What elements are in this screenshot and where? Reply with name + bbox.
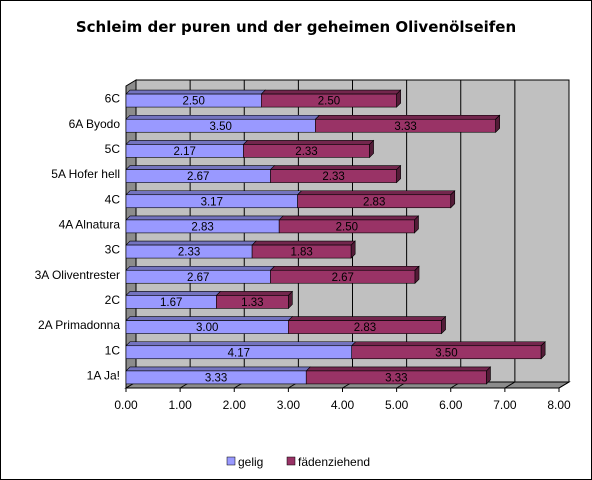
bar-top-fädenziehend — [305, 366, 492, 372]
bar-top-fädenziehend — [269, 265, 420, 271]
x-tick-label: 4.00 — [331, 398, 355, 412]
bar-top-fädenziehend — [242, 140, 375, 145]
x-tick-label: 6.00 — [439, 398, 463, 412]
x-tick-label: 5.00 — [385, 398, 409, 412]
bar-end-fädenziehend — [495, 114, 500, 133]
legend-swatch-gelig — [226, 456, 236, 466]
bar-end-fädenziehend — [396, 89, 401, 108]
data-label: 4.17 — [228, 347, 250, 359]
x-tick-label: 0.00 — [114, 398, 138, 412]
category-label: 4C — [105, 192, 121, 206]
x-tick-label: 2.00 — [223, 398, 247, 412]
bar-top-gelig — [125, 165, 276, 170]
data-label: 2.33 — [322, 171, 344, 183]
data-label: 2.83 — [354, 322, 376, 334]
bar-top-gelig — [125, 215, 284, 221]
data-label: 2.67 — [187, 272, 209, 284]
bar-end-fädenziehend — [369, 139, 374, 159]
bar-end-fädenziehend — [486, 366, 491, 385]
chart-title: Schleim der puren und der geheimen Olive… — [76, 18, 516, 36]
data-label: 2.67 — [187, 171, 209, 183]
legend-swatch-fädenziehend — [286, 456, 296, 466]
bar-end-fädenziehend — [450, 190, 456, 209]
data-label: 2.50 — [182, 96, 204, 108]
category-label: 1A Ja! — [87, 368, 120, 382]
bar-end-fädenziehend — [414, 215, 419, 234]
data-label: 1.67 — [160, 297, 182, 309]
bar-end-fädenziehend — [396, 164, 401, 184]
bars: 3.33 3.33 4.17 3.50 3.00 2.83 1.67 1.33 2.67 2.67… — [125, 89, 546, 385]
x-tick-labels: 0.00 1.00 2.00 3.00 4.00 5.00 6.00 7.00 8.00 — [114, 398, 571, 412]
category-label: 4A Alnatura — [59, 217, 121, 231]
category-label: 1C — [105, 343, 121, 357]
category-label: 6C — [105, 92, 121, 106]
x-tick-label: 7.00 — [493, 398, 517, 412]
data-label: 1.83 — [290, 247, 312, 259]
data-label: 3.00 — [196, 322, 218, 334]
data-label: 3.50 — [435, 347, 457, 359]
bar-top-fädenziehend — [215, 291, 294, 296]
x-tick-label: 1.00 — [168, 398, 192, 412]
data-label: 3.33 — [385, 372, 407, 384]
category-label: 3C — [105, 243, 121, 257]
bar-top-gelig — [125, 316, 294, 321]
bar-top-fädenziehend — [251, 240, 356, 246]
bar-top-gelig — [125, 240, 257, 246]
gridline-floor — [558, 381, 570, 389]
bar-top-gelig — [125, 366, 311, 372]
bar-top-fädenziehend — [350, 341, 546, 347]
bar-top-gelig — [125, 190, 303, 196]
data-label: 2.50 — [336, 221, 358, 233]
bar-top-fädenziehend — [278, 215, 420, 221]
category-label: 5A Hofer hell — [51, 167, 120, 181]
legend-label: gelig — [238, 455, 263, 469]
category-label: 2C — [105, 293, 121, 307]
bar-top-fädenziehend — [296, 190, 456, 196]
category-label: 6A Byodo — [69, 117, 121, 131]
bar-top-fädenziehend — [287, 316, 447, 321]
legend-label: fädenziehend — [298, 455, 370, 469]
category-label: 2A Primadonna — [38, 318, 120, 332]
x-tick-label: 3.00 — [277, 398, 301, 412]
data-label: 2.83 — [363, 196, 385, 208]
data-label: 2.83 — [191, 221, 213, 233]
data-label: 3.33 — [205, 372, 227, 384]
bar-top-gelig — [125, 265, 276, 271]
bar-top-gelig — [125, 140, 249, 145]
bar-end-fädenziehend — [540, 341, 546, 360]
x-tick-label: 8.00 — [547, 398, 571, 412]
bar-top-fädenziehend — [260, 89, 402, 95]
data-label: 3.50 — [210, 121, 232, 133]
data-label: 2.17 — [174, 146, 196, 158]
data-label: 2.50 — [318, 96, 340, 108]
category-label: 3A Oliventrester — [35, 268, 120, 282]
bar-end-fädenziehend — [350, 240, 356, 259]
category-label: 5C — [105, 142, 121, 156]
bar-top-gelig — [125, 114, 321, 120]
category-labels: 1A Ja! 1C 2A Primadonna 2C 3A Oliventrester 3… — [35, 92, 121, 383]
legend: gelig fädenziehend — [226, 455, 370, 469]
data-label: 2.33 — [295, 146, 317, 158]
bar-end-fädenziehend — [441, 315, 446, 335]
bar-end-fädenziehend — [414, 265, 420, 284]
bar-top-gelig — [125, 89, 267, 95]
bar-top-gelig — [125, 341, 357, 347]
data-label: 2.33 — [178, 247, 200, 259]
data-label: 1.33 — [241, 297, 263, 309]
gridline-floor — [504, 381, 516, 389]
bar-top-fädenziehend — [269, 165, 402, 170]
bar-end-fädenziehend — [288, 290, 293, 310]
bar-top-fädenziehend — [314, 114, 501, 120]
data-label: 3.33 — [394, 121, 416, 133]
data-label: 2.67 — [332, 272, 354, 284]
data-label: 3.17 — [201, 196, 223, 208]
bar-top-gelig — [125, 291, 222, 296]
